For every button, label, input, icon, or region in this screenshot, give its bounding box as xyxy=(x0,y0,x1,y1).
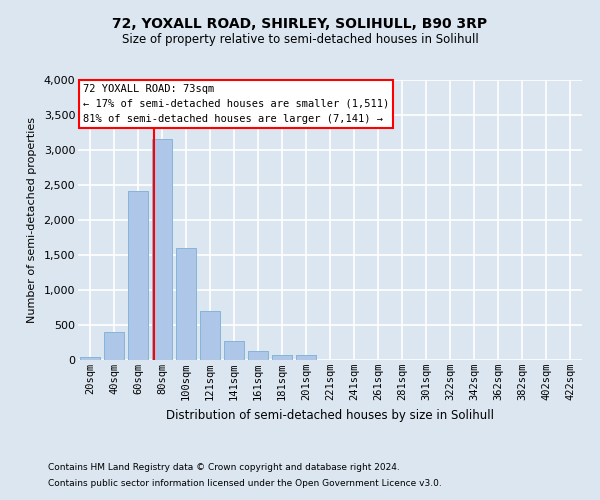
Bar xyxy=(272,355,292,360)
Bar xyxy=(176,248,196,360)
Bar xyxy=(296,355,316,360)
Bar xyxy=(248,351,268,360)
Text: Contains HM Land Registry data © Crown copyright and database right 2024.: Contains HM Land Registry data © Crown c… xyxy=(48,464,400,472)
Text: 72, YOXALL ROAD, SHIRLEY, SOLIHULL, B90 3RP: 72, YOXALL ROAD, SHIRLEY, SOLIHULL, B90 … xyxy=(112,18,488,32)
Bar xyxy=(80,356,100,360)
Text: Contains public sector information licensed under the Open Government Licence v3: Contains public sector information licen… xyxy=(48,478,442,488)
Bar xyxy=(224,341,244,360)
Bar xyxy=(200,311,220,360)
Bar xyxy=(128,190,148,360)
Text: 72 YOXALL ROAD: 73sqm
← 17% of semi-detached houses are smaller (1,511)
81% of s: 72 YOXALL ROAD: 73sqm ← 17% of semi-deta… xyxy=(83,84,389,124)
Y-axis label: Number of semi-detached properties: Number of semi-detached properties xyxy=(26,117,37,323)
Bar xyxy=(104,332,124,360)
Text: Size of property relative to semi-detached houses in Solihull: Size of property relative to semi-detach… xyxy=(122,32,478,46)
Bar xyxy=(152,140,172,360)
X-axis label: Distribution of semi-detached houses by size in Solihull: Distribution of semi-detached houses by … xyxy=(166,408,494,422)
